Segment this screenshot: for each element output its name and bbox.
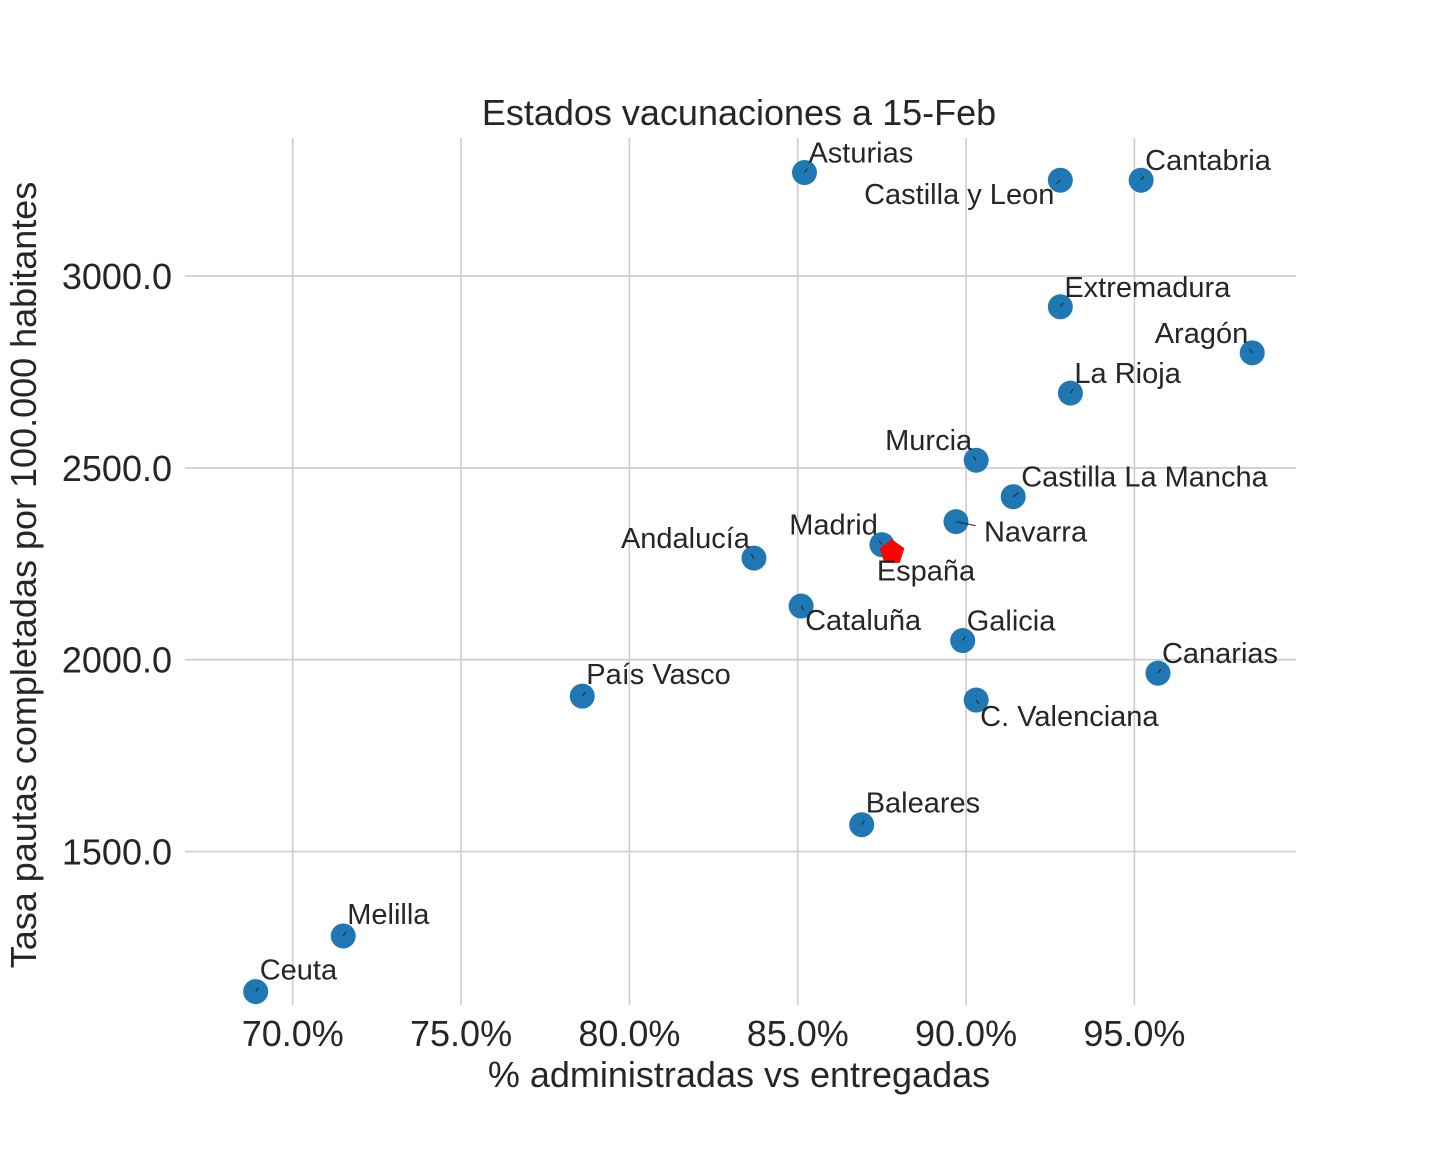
label-leader bbox=[962, 636, 966, 641]
point-label: Ceuta bbox=[260, 955, 338, 987]
point-label: Extremadura bbox=[1064, 272, 1231, 304]
grid bbox=[185, 138, 1296, 1005]
label-leader bbox=[972, 455, 977, 461]
label-leader bbox=[1055, 179, 1061, 185]
y-axis-label: Tasa pautas completadas por 100.000 habi… bbox=[3, 182, 44, 969]
point-label: Aragón bbox=[1155, 318, 1249, 350]
data-points: Asturias Castilla y Leon Cantabria Extremad… bbox=[243, 138, 1278, 1005]
chart-title: Estados vacunaciones a 15-Feb bbox=[482, 92, 996, 133]
y-tick-label: 1500.0 bbox=[62, 832, 172, 873]
point-label: Canarias bbox=[1162, 638, 1278, 670]
label-leader bbox=[342, 931, 347, 937]
x-tick-label: 90.0% bbox=[915, 1013, 1017, 1054]
point-label: Cantabria bbox=[1145, 145, 1272, 177]
point-label: Andalucía bbox=[621, 523, 751, 555]
point-label: Castilla La Mancha bbox=[1021, 462, 1268, 494]
label-leader bbox=[804, 168, 808, 173]
x-axis-label: % administradas vs entregadas bbox=[488, 1054, 990, 1095]
label-leader bbox=[878, 540, 883, 545]
point-label: La Rioja bbox=[1074, 358, 1181, 390]
point-label: C. Valenciana bbox=[980, 701, 1159, 733]
label-leader bbox=[1249, 348, 1253, 354]
point-label: Asturias bbox=[808, 138, 913, 170]
x-tick-label: 85.0% bbox=[747, 1013, 849, 1054]
y-tick-label: 3000.0 bbox=[62, 256, 172, 297]
label-leader bbox=[1157, 668, 1162, 674]
label-leader bbox=[975, 699, 980, 705]
label-leader bbox=[1059, 302, 1064, 308]
point-label: Castilla y Leon bbox=[864, 179, 1054, 211]
label-leader bbox=[1070, 388, 1074, 394]
point-label: Galicia bbox=[967, 606, 1057, 638]
point-label: Baleares bbox=[866, 788, 980, 820]
x-tick-label: 70.0% bbox=[242, 1013, 344, 1054]
point-label: Navarra bbox=[984, 517, 1088, 549]
label-leader bbox=[1012, 492, 1020, 498]
national-point-label: España bbox=[877, 555, 976, 587]
tick-labels: 70.0% 75.0% 80.0% 85.0% 90.0% 95.0% 1500.0 2000… bbox=[62, 256, 1186, 1054]
x-tick-label: 75.0% bbox=[410, 1013, 512, 1054]
label-leader bbox=[955, 521, 976, 527]
point-label: Murcia bbox=[885, 425, 973, 457]
point-label: Madrid bbox=[789, 510, 878, 542]
point-label: Cataluña bbox=[805, 605, 922, 637]
label-leader bbox=[581, 691, 586, 697]
data-point bbox=[1000, 484, 1026, 510]
y-tick-label: 2000.0 bbox=[62, 640, 172, 681]
label-leader bbox=[861, 820, 865, 825]
x-tick-label: 95.0% bbox=[1083, 1013, 1185, 1054]
y-tick-label: 2500.0 bbox=[62, 448, 172, 489]
point-label: Melilla bbox=[347, 899, 430, 931]
x-tick-label: 80.0% bbox=[578, 1013, 680, 1054]
label-leader bbox=[255, 987, 259, 992]
label-leader bbox=[750, 553, 755, 559]
label-leader bbox=[1140, 175, 1145, 181]
national-point bbox=[879, 539, 905, 563]
point-label: País Vasco bbox=[586, 659, 731, 691]
label-leader bbox=[800, 605, 805, 611]
